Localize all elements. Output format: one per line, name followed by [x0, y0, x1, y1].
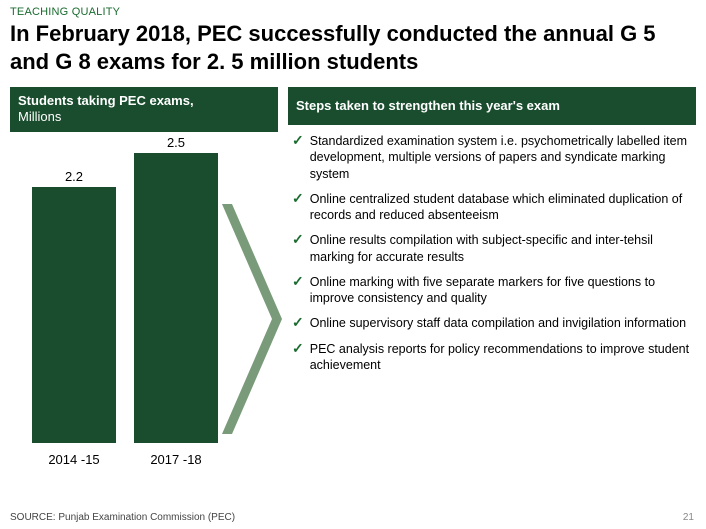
eyebrow-label: TEACHING QUALITY — [0, 0, 706, 20]
chart-column: Students taking PEC exams, Millions 2.22… — [10, 87, 278, 467]
step-item: ✓ Standardized examination system i.e. ps… — [292, 133, 692, 182]
bar-value-label: 2.2 — [32, 169, 116, 184]
chart-header: Students taking PEC exams, Millions — [10, 87, 278, 132]
source-text: SOURCE: Punjab Examination Commission (P… — [10, 512, 235, 523]
chart-title: Students taking PEC exams, — [18, 93, 194, 108]
bar-rect — [32, 187, 116, 443]
step-text: Online supervisory staff data compilatio… — [310, 315, 686, 331]
check-icon: ✓ — [292, 133, 304, 148]
check-icon: ✓ — [292, 274, 304, 289]
steps-column: Steps taken to strengthen this year's ex… — [288, 87, 696, 467]
check-icon: ✓ — [292, 232, 304, 247]
check-icon: ✓ — [292, 315, 304, 330]
step-text: Online marking with five separate marker… — [310, 274, 692, 307]
bar-x-label: 2014 -15 — [32, 452, 116, 467]
bar-x-label: 2017 -18 — [134, 452, 218, 467]
steps-header: Steps taken to strengthen this year's ex… — [288, 87, 696, 125]
step-item: ✓ PEC analysis reports for policy recomme… — [292, 341, 692, 374]
check-icon: ✓ — [292, 341, 304, 356]
step-text: Online centralized student database whic… — [310, 191, 692, 224]
steps-list: ✓ Standardized examination system i.e. ps… — [288, 125, 696, 373]
step-item: ✓ Online marking with five separate marke… — [292, 274, 692, 307]
content-row: Students taking PEC exams, Millions 2.22… — [0, 83, 706, 467]
page-title: In February 2018, PEC successfully condu… — [0, 20, 706, 83]
steps-header-text: Steps taken to strengthen this year's ex… — [296, 98, 560, 114]
step-item: ✓ Online centralized student database whi… — [292, 191, 692, 224]
bar-chart: 2.2 2014 -15 2.5 2017 -18 — [10, 132, 278, 467]
step-item: ✓ Online results compilation with subject… — [292, 232, 692, 265]
chart-bar: 2.5 — [134, 153, 218, 443]
arrow-icon — [222, 204, 276, 434]
bar-value-label: 2.5 — [134, 135, 218, 150]
step-text: PEC analysis reports for policy recommen… — [310, 341, 692, 374]
step-text: Standardized examination system i.e. psy… — [310, 133, 692, 182]
chart-unit: Millions — [18, 109, 270, 125]
step-text: Online results compilation with subject-… — [310, 232, 692, 265]
chart-bar: 2.2 — [32, 187, 116, 443]
bar-rect — [134, 153, 218, 443]
check-icon: ✓ — [292, 191, 304, 206]
step-item: ✓ Online supervisory staff data compilati… — [292, 315, 692, 331]
page-number: 21 — [683, 512, 694, 523]
